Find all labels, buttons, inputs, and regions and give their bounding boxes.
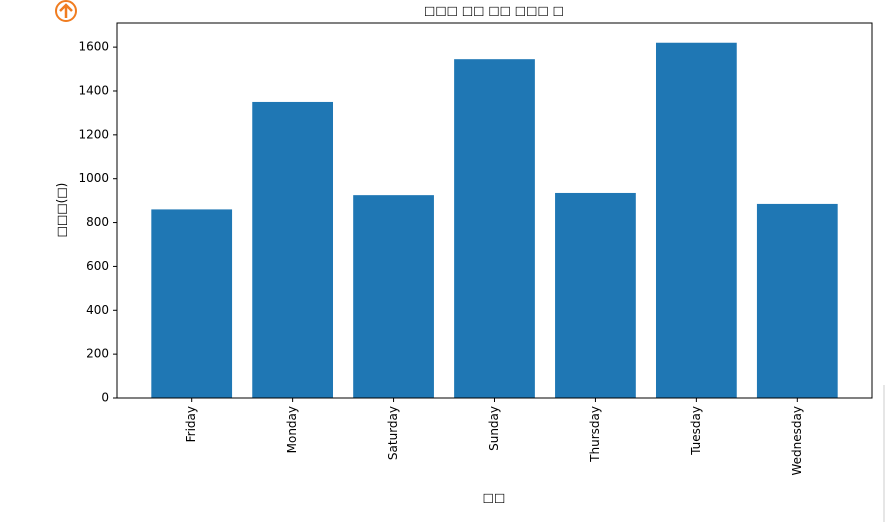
x-tick-label: Monday [285,406,299,453]
bar [756,203,838,398]
y-axis-label: □□□(□) [55,183,69,238]
x-tick-label: Friday [184,406,198,442]
y-tick-label: 600 [86,259,109,273]
y-tick-label: 1400 [78,83,109,97]
y-tick-label: 1000 [78,171,109,185]
y-tick-label: 1200 [78,127,109,141]
x-tick-label: Sunday [487,406,501,451]
x-tick-label: Saturday [386,406,400,460]
bar [252,101,334,399]
x-axis-label: □□ [483,491,506,505]
y-tick-label: 800 [86,215,109,229]
y-tick-label: 200 [86,347,109,361]
y-tick-label: 0 [101,391,109,405]
bar [454,59,535,399]
y-tick-label: 1600 [78,40,109,54]
bar [655,42,737,398]
x-tick-label: Thursday [588,406,602,463]
plot-frame [116,22,873,399]
x-tick-label: Tuesday [689,406,703,456]
bar [151,209,233,398]
y-tick-label: 400 [86,303,109,317]
x-tick-label: Wednesday [790,406,804,475]
bar [353,195,434,398]
bar [555,192,636,398]
scroll-up-arrow [59,3,73,18]
chart-title: □□□ □□ □□ □□□ □ [424,4,564,18]
